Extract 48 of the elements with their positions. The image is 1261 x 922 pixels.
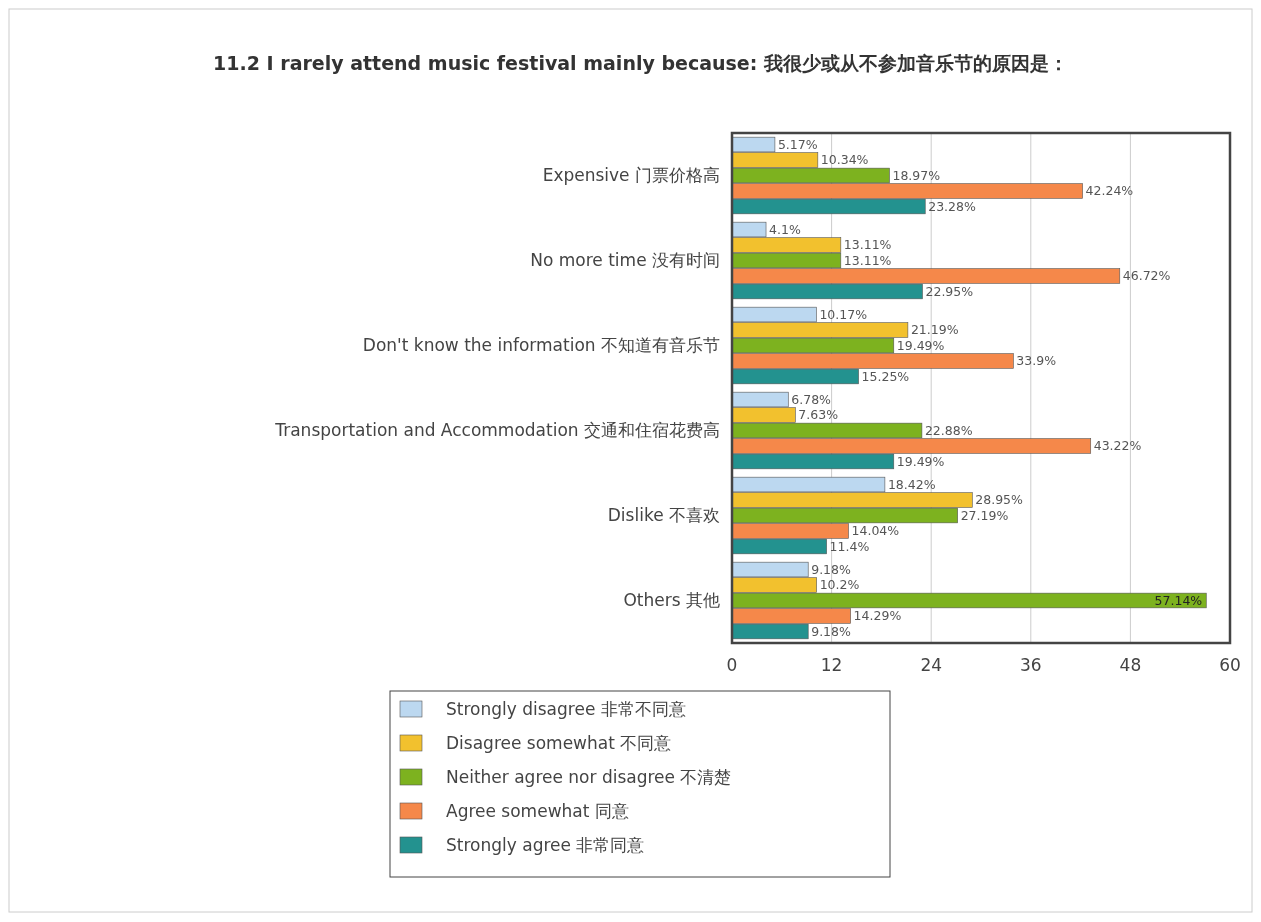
y-tick-label: No more time 没有时间 — [530, 250, 720, 271]
data-label: 22.95% — [925, 283, 974, 299]
data-label: 46.72% — [1122, 268, 1171, 284]
data-label: 33.9% — [1016, 353, 1057, 369]
legend-label: Disagree somewhat 不同意 — [446, 732, 672, 753]
y-tick-label: Others 其他 — [623, 590, 720, 611]
data-label: 10.2% — [819, 577, 860, 593]
y-tick-label: Don't know the information 不知道有音乐节 — [362, 335, 720, 356]
data-label: 14.29% — [853, 608, 902, 624]
data-label: 19.49% — [896, 337, 945, 353]
legend-label: Agree somewhat 同意 — [446, 800, 629, 821]
data-label: 4.1% — [769, 221, 801, 237]
x-tick-label: 0 — [726, 655, 738, 675]
x-tick-label: 24 — [920, 655, 943, 675]
data-label: 19.49% — [896, 453, 945, 469]
legend-label: Strongly agree 非常同意 — [446, 834, 645, 855]
x-tick-label: 48 — [1119, 655, 1142, 675]
data-label: 13.11% — [843, 252, 892, 268]
data-label: 9.18% — [811, 561, 852, 577]
data-label: 18.97% — [892, 167, 941, 183]
x-tick-label: 60 — [1219, 655, 1241, 675]
data-label: 23.28% — [928, 198, 977, 214]
y-tick-label: Expensive 门票价格高 — [542, 165, 720, 186]
data-label: 7.63% — [798, 407, 839, 423]
data-label: 57.14% — [1154, 592, 1203, 608]
data-label: 10.34% — [820, 152, 869, 168]
y-tick-label: Dislike 不喜欢 — [607, 505, 720, 526]
data-label: 18.42% — [887, 476, 936, 492]
data-label: 11.4% — [829, 538, 870, 554]
x-tick-label: 36 — [1019, 655, 1042, 675]
legend-label: Neither agree nor disagree 不清楚 — [446, 766, 732, 787]
data-label: 28.95% — [975, 492, 1024, 508]
data-label: 42.24% — [1085, 183, 1134, 199]
legend-label: Strongly disagree 非常不同意 — [446, 698, 686, 719]
data-label: 14.04% — [851, 523, 900, 539]
data-label: 15.25% — [861, 368, 910, 384]
data-label: 27.19% — [960, 507, 1009, 523]
data-label: 9.18% — [811, 623, 852, 639]
chart-title: 11.2 I rarely attend music festival mainly because: 我很少或从不参加音乐节的原因是： — [213, 52, 1068, 74]
data-label: 5.17% — [777, 136, 818, 152]
data-label: 21.19% — [910, 322, 959, 338]
data-label: 10.17% — [819, 306, 868, 322]
x-tick-label: 12 — [820, 655, 843, 675]
data-label: 13.11% — [843, 237, 892, 253]
data-label: 6.78% — [791, 391, 832, 407]
y-tick-label: Transportation and Accommodation 交通和住宿花费高 — [274, 420, 720, 441]
data-label: 43.22% — [1093, 438, 1142, 454]
data-label: 22.88% — [924, 422, 973, 438]
